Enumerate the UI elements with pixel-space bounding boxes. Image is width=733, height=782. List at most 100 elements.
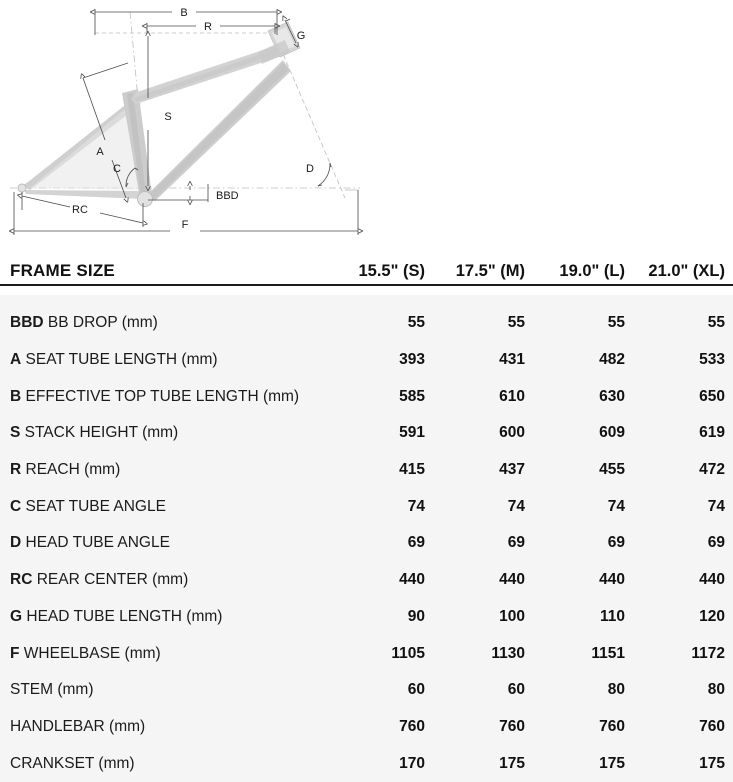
dim-label-d: D [306, 163, 314, 175]
cell-xl: 650 [699, 387, 725, 405]
cell-m: 55 [507, 314, 525, 332]
row-code: A [10, 351, 22, 369]
dim-label-g: G [297, 30, 306, 42]
dim-label-c: C [113, 163, 121, 175]
row-name: REAR CENTER (mm) [36, 571, 189, 589]
column-header-size-m: 17.5" (M) [455, 262, 525, 280]
cell-l: 55 [607, 314, 625, 332]
dim-label-a: A [96, 146, 104, 158]
table-row: C SEAT TUBE ANGLE 74 74 74 74 [0, 488, 733, 525]
row-name: EFFECTIVE TOP TUBE LENGTH (mm) [25, 387, 300, 405]
table-row: D HEAD TUBE ANGLE 69 69 69 69 [0, 525, 733, 562]
cell-l: 630 [599, 387, 625, 405]
cell-xl: 472 [699, 461, 725, 479]
row-label: BBD BB DROP (mm) [10, 314, 325, 332]
cell-m: 60 [507, 681, 525, 699]
cell-l: 760 [599, 717, 625, 735]
table-row: STEM (mm) 60 60 80 80 [0, 672, 733, 709]
row-name: HEAD TUBE ANGLE [25, 534, 170, 552]
dim-label-rc: RC [72, 204, 88, 216]
row-code: G [10, 607, 23, 625]
row-label: CRANKSET (mm) [10, 755, 325, 773]
cell-l: 69 [607, 534, 625, 552]
cell-s: 591 [399, 424, 425, 442]
row-name: HANDLEBAR (mm) [10, 717, 146, 735]
frame-tubes [17, 21, 301, 207]
cell-s: 393 [399, 351, 425, 369]
row-code: S [10, 424, 21, 442]
cell-m: 175 [499, 754, 525, 772]
cell-s: 585 [399, 387, 425, 405]
cell-l: 80 [607, 681, 625, 699]
cell-xl: 1172 [691, 644, 725, 662]
cell-xl: 175 [699, 754, 725, 772]
row-label: C SEAT TUBE ANGLE [10, 498, 325, 516]
row-name: SEAT TUBE LENGTH (mm) [25, 351, 218, 369]
cell-m: 74 [507, 497, 525, 515]
cell-l: 1151 [591, 644, 625, 662]
cell-s: 170 [399, 754, 425, 772]
table-row: S STACK HEIGHT (mm) 591 600 609 619 [0, 415, 733, 452]
row-label: B EFFECTIVE TOP TUBE LENGTH (mm) [10, 388, 325, 406]
row-label: RC REAR CENTER (mm) [10, 571, 325, 589]
cell-xl: 55 [707, 314, 725, 332]
cell-m: 610 [499, 387, 525, 405]
row-name: STEM (mm) [10, 681, 94, 699]
row-code: RC [10, 571, 33, 589]
dim-label-bbd: BBD [216, 190, 239, 202]
row-label: STEM (mm) [10, 681, 325, 699]
table-row: A SEAT TUBE LENGTH (mm) 393 431 482 533 [0, 342, 733, 379]
bike-geometry-diagram: B R G S A C D BBD RC F [0, 0, 733, 240]
row-code: F [10, 644, 20, 662]
cell-s: 415 [399, 461, 425, 479]
table-row: HANDLEBAR (mm) 760 760 760 760 [0, 709, 733, 746]
cell-s: 74 [407, 497, 425, 515]
cell-m: 600 [499, 424, 525, 442]
row-name: WHEELBASE (mm) [23, 644, 161, 662]
table-row: BBD BB DROP (mm) 55 55 55 55 [0, 305, 733, 342]
cell-xl: 760 [699, 717, 725, 735]
table-row: RC REAR CENTER (mm) 440 440 440 440 [0, 562, 733, 599]
table-row: F WHEELBASE (mm) 1105 1130 1151 1172 [0, 635, 733, 672]
row-name: CRANKSET (mm) [10, 754, 135, 772]
cell-l: 609 [599, 424, 625, 442]
cell-l: 175 [599, 754, 625, 772]
table-header-row: FRAME SIZE 15.5" (S) 17.5" (M) 19.0" (L)… [0, 240, 733, 284]
row-name: STACK HEIGHT (mm) [24, 424, 179, 442]
cell-m: 1130 [491, 644, 525, 662]
row-label: D HEAD TUBE ANGLE [10, 534, 325, 552]
cell-xl: 440 [699, 571, 725, 589]
cell-xl: 120 [699, 607, 725, 625]
row-name: REACH (mm) [25, 461, 121, 479]
cell-xl: 619 [699, 424, 725, 442]
cell-s: 1105 [391, 644, 425, 662]
cell-m: 760 [499, 717, 525, 735]
frame-diagram-svg: B R G S A C D BBD RC F [0, 7, 733, 235]
cell-xl: 80 [707, 681, 725, 699]
dim-label-b: B [180, 7, 187, 19]
column-header-size-s: 15.5" (S) [358, 262, 425, 280]
cell-l: 110 [599, 607, 625, 625]
cell-s: 90 [407, 607, 425, 625]
cell-xl: 533 [699, 351, 725, 369]
cell-s: 69 [407, 534, 425, 552]
row-name: SEAT TUBE ANGLE [25, 497, 166, 515]
cell-l: 455 [599, 461, 625, 479]
table-row: CRANKSET (mm) 170 175 175 175 [0, 745, 733, 782]
row-label: G HEAD TUBE LENGTH (mm) [10, 608, 325, 626]
cell-s: 440 [399, 571, 425, 589]
table-body: BBD BB DROP (mm) 55 55 55 55 A SEAT TUBE… [0, 295, 733, 782]
cell-m: 440 [499, 571, 525, 589]
frame-size-title: FRAME SIZE [10, 261, 115, 280]
cell-l: 482 [599, 351, 625, 369]
dim-label-s: S [164, 111, 171, 123]
cell-m: 431 [499, 351, 525, 369]
row-label: A SEAT TUBE LENGTH (mm) [10, 351, 325, 369]
cell-l: 440 [599, 571, 625, 589]
dimension-lines [14, 9, 358, 235]
row-code: BBD [10, 314, 44, 332]
cell-xl: 69 [707, 534, 725, 552]
cell-s: 60 [407, 681, 425, 699]
header-divider [0, 284, 733, 286]
dim-label-f: F [182, 219, 189, 231]
